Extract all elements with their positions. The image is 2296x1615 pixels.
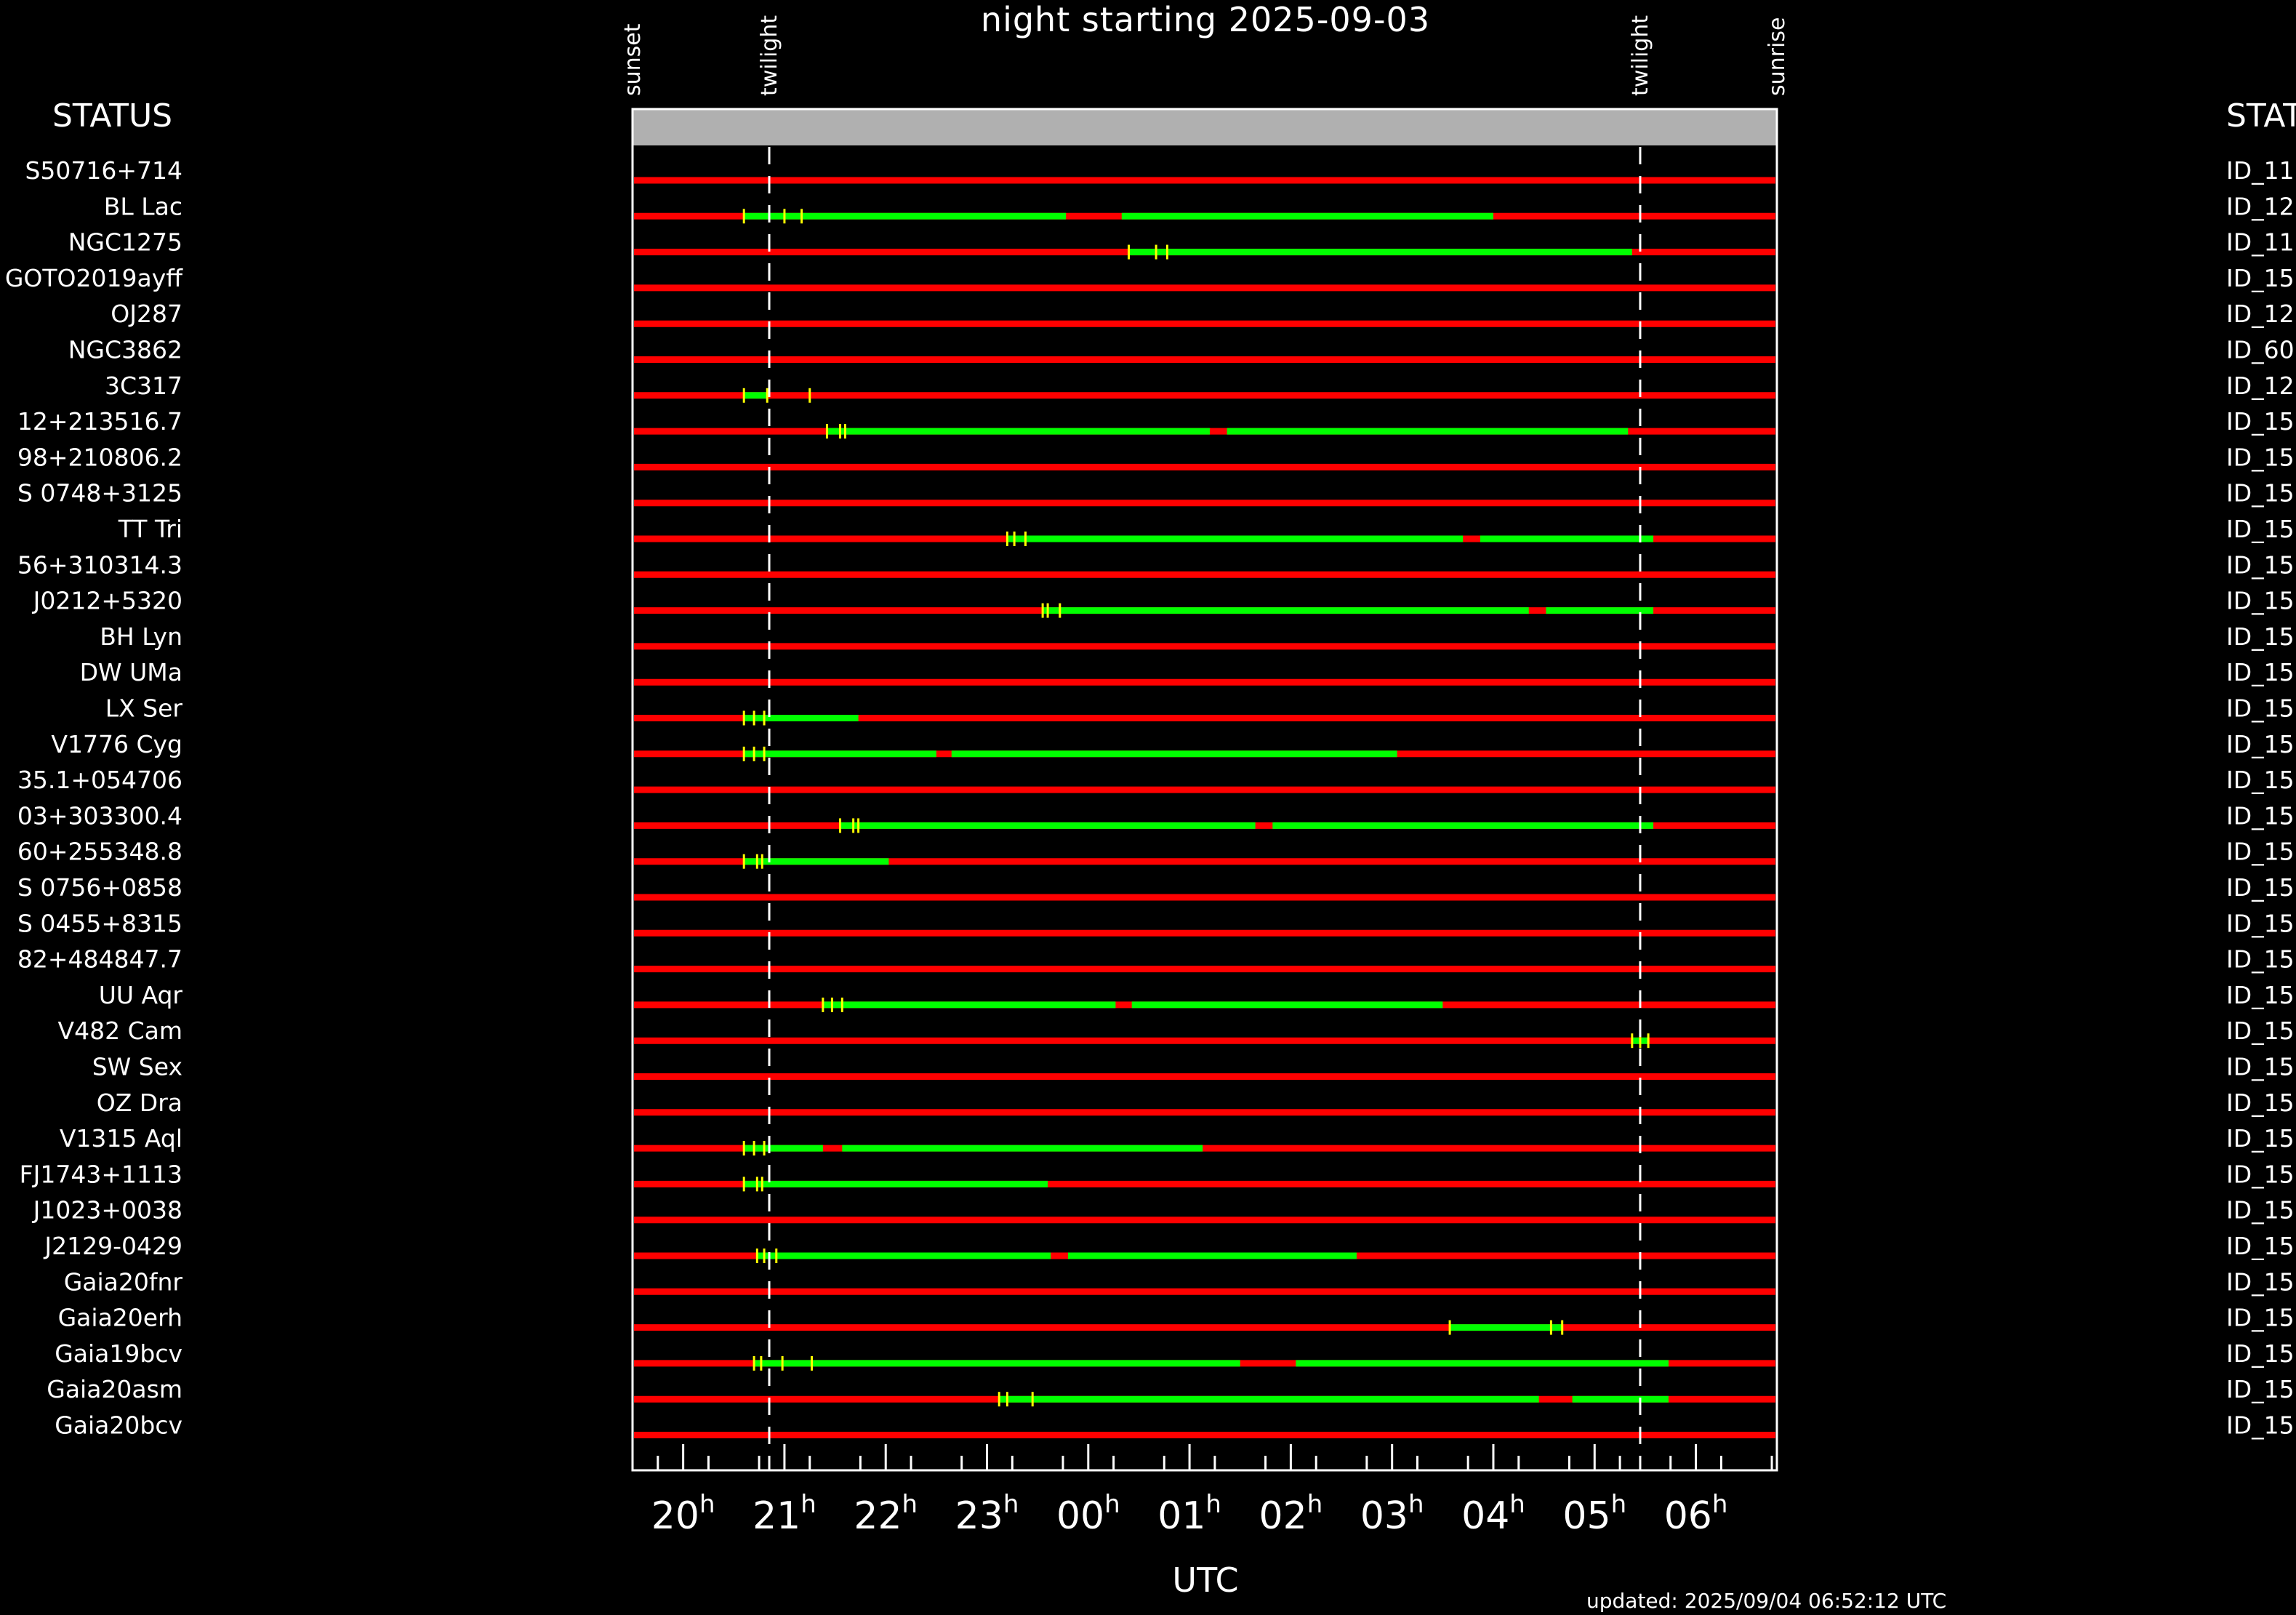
target-name-9: S 0748+3125	[17, 479, 182, 508]
tick-label-6: 02h	[1259, 1490, 1323, 1538]
target-id-15: ID_15	[2226, 694, 2295, 723]
target-name-15: LX Ser	[105, 694, 183, 723]
target-name-34: Gaia20asm	[47, 1375, 182, 1403]
target-name-30: J2129-0429	[43, 1232, 182, 1260]
target-name-25: SW Sex	[92, 1053, 182, 1081]
target-id-25: ID_15	[2226, 1053, 2295, 1081]
target-id-18: ID_15	[2226, 801, 2295, 830]
target-id-20: ID_15	[2226, 873, 2295, 902]
target-name-24: V482 Cam	[58, 1017, 182, 1045]
target-name-3: GOTO2019ayff	[5, 264, 183, 292]
target-id-8: ID_15	[2226, 443, 2295, 471]
target-name-31: Gaia20fnr	[64, 1267, 183, 1296]
tick-label-4: 00h	[1056, 1490, 1120, 1538]
target-name-17: 35.1+054706	[17, 766, 182, 794]
target-name-12: J0212+5320	[32, 587, 182, 615]
target-id-0: ID_11	[2226, 156, 2295, 185]
tick-label-7: 03h	[1360, 1490, 1424, 1538]
target-name-18: 03+303300.4	[17, 801, 182, 830]
target-name-0: S50716+714	[25, 156, 182, 185]
target-id-33: ID_15	[2226, 1339, 2295, 1368]
header-band	[633, 109, 1777, 145]
target-name-7: 12+213516.7	[17, 407, 182, 436]
event-label-0: sunset	[620, 23, 646, 96]
target-id-24: ID_15	[2226, 1017, 2295, 1045]
target-id-21: ID_15	[2226, 909, 2295, 937]
x-axis-label: UTC	[1172, 1560, 1239, 1600]
target-id-17: ID_15	[2226, 766, 2295, 794]
target-id-16: ID_15	[2226, 730, 2295, 758]
tick-label-1: 21h	[752, 1490, 816, 1538]
target-name-35: Gaia20bcv	[55, 1411, 182, 1440]
updated-timestamp: updated: 2025/09/04 06:52:12 UTC	[1586, 1589, 1947, 1613]
target-name-2: NGC1275	[68, 228, 182, 257]
target-id-3: ID_15	[2226, 264, 2295, 292]
target-name-4: OJ287	[111, 300, 182, 328]
target-id-22: ID_15	[2226, 945, 2295, 974]
tick-label-10: 06h	[1664, 1490, 1728, 1538]
target-name-5: NGC3862	[68, 336, 182, 364]
target-id-35: ID_15	[2226, 1411, 2295, 1440]
target-name-20: S 0756+0858	[17, 873, 182, 902]
status-header-left: STATUS	[52, 97, 173, 135]
target-id-13: ID_15	[2226, 622, 2295, 651]
event-label-2: twilight	[1628, 15, 1653, 96]
target-name-27: V1315 Aql	[60, 1124, 182, 1153]
target-id-5: ID_60	[2226, 336, 2295, 364]
target-name-13: BH Lyn	[100, 622, 182, 651]
target-id-10: ID_15	[2226, 515, 2295, 543]
target-id-23: ID_15	[2226, 981, 2295, 1009]
tick-label-5: 01h	[1157, 1490, 1221, 1538]
target-id-9: ID_15	[2226, 479, 2295, 508]
target-name-14: DW UMa	[80, 658, 182, 686]
target-id-4: ID_12	[2226, 300, 2295, 328]
plot-frame	[631, 108, 1778, 1472]
target-name-6: 3C317	[105, 372, 182, 400]
target-name-10: TT Tri	[118, 515, 182, 543]
target-id-32: ID_15	[2226, 1304, 2295, 1332]
target-id-27: ID_15	[2226, 1124, 2295, 1153]
target-name-26: OZ Dra	[97, 1089, 182, 1117]
chart-title: night starting 2025-09-03	[980, 0, 1431, 39]
target-id-19: ID_15	[2226, 838, 2295, 866]
target-name-23: UU Aqr	[99, 981, 183, 1009]
target-name-29: J1023+0038	[32, 1196, 182, 1225]
target-name-33: Gaia19bcv	[55, 1339, 182, 1368]
event-label-1: twilight	[757, 15, 782, 96]
target-id-34: ID_15	[2226, 1375, 2295, 1403]
target-id-6: ID_12	[2226, 372, 2295, 400]
target-id-7: ID_15	[2226, 407, 2295, 436]
tick-label-0: 20h	[651, 1490, 715, 1538]
target-name-22: 82+484847.7	[17, 945, 182, 974]
target-name-1: BL Lac	[104, 192, 182, 220]
tick-label-3: 23h	[955, 1490, 1019, 1538]
target-id-1: ID_12	[2226, 192, 2295, 220]
target-name-32: Gaia20erh	[58, 1304, 182, 1332]
target-id-28: ID_15	[2226, 1160, 2295, 1188]
status-header-right: STAT	[2226, 97, 2296, 135]
target-name-19: 60+255348.8	[17, 838, 182, 866]
target-name-28: FJ1743+1113	[20, 1160, 182, 1188]
tick-label-9: 05h	[1562, 1490, 1626, 1538]
target-name-16: V1776 Cyg	[51, 730, 182, 758]
target-id-12: ID_15	[2226, 587, 2295, 615]
target-name-21: S 0455+8315	[17, 909, 182, 937]
target-id-30: ID_15	[2226, 1232, 2295, 1260]
event-label-3: sunrise	[1765, 17, 1790, 96]
target-id-14: ID_15	[2226, 658, 2295, 686]
target-name-11: 56+310314.3	[17, 550, 182, 579]
tick-label-8: 04h	[1461, 1490, 1525, 1538]
target-id-2: ID_11	[2226, 228, 2295, 257]
target-id-31: ID_15	[2226, 1267, 2295, 1296]
target-name-8: 98+210806.2	[17, 443, 182, 471]
target-id-29: ID_15	[2226, 1196, 2295, 1225]
target-id-11: ID_15	[2226, 550, 2295, 579]
target-id-26: ID_15	[2226, 1089, 2295, 1117]
tick-label-2: 22h	[854, 1490, 918, 1538]
